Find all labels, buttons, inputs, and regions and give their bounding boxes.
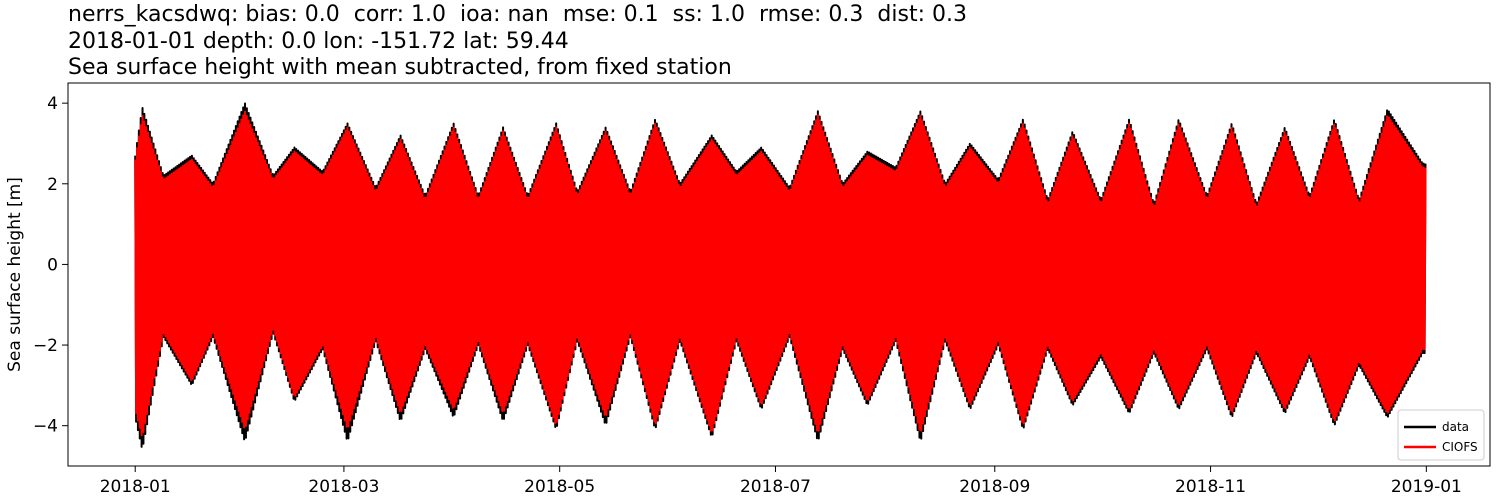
y-tick-label-0: −4 [33, 417, 58, 437]
y-axis: −4 −2 0 2 4 [33, 94, 68, 437]
legend: data CIOFS [1397, 409, 1485, 461]
chart-title-line-2: 2018-01-01 depth: 0.0 lon: -151.72 lat: … [68, 29, 569, 54]
series-line-data [134, 102, 1427, 448]
x-tick-label-3: 2018-07 [740, 477, 811, 497]
y-tick-label-2: 0 [47, 255, 58, 275]
legend-label-data: data [1442, 420, 1469, 434]
x-tick-label-4: 2018-09 [959, 477, 1030, 497]
y-axis-label: Sea surface height [m] [5, 177, 25, 372]
x-tick-label-2: 2018-05 [524, 477, 595, 497]
y-tick-label-3: 2 [47, 175, 58, 195]
x-tick-label-5: 2018-11 [1175, 477, 1246, 497]
y-tick-label-1: −2 [33, 336, 58, 356]
x-axis: 2018-01 2018-03 2018-05 2018-07 2018-09 2018-… [100, 466, 1462, 497]
legend-label-ciofs: CIOFS [1442, 440, 1478, 454]
series-line-ciofs [134, 110, 1427, 437]
chart-title-line-3: Sea surface height with mean subtracted,… [68, 55, 732, 80]
x-tick-label-1: 2018-03 [308, 477, 379, 497]
plot-frame [67, 82, 1491, 467]
axes-layer [67, 82, 1491, 467]
chart-title-line-1: nerrs_kacsdwq: bias: 0.0 corr: 1.0 ioa: … [68, 2, 967, 27]
y-tick-label-4: 4 [47, 94, 58, 114]
series-layer [134, 102, 1427, 448]
x-tick-label-6: 2019-01 [1391, 477, 1462, 497]
x-tick-label-0: 2018-01 [100, 477, 171, 497]
